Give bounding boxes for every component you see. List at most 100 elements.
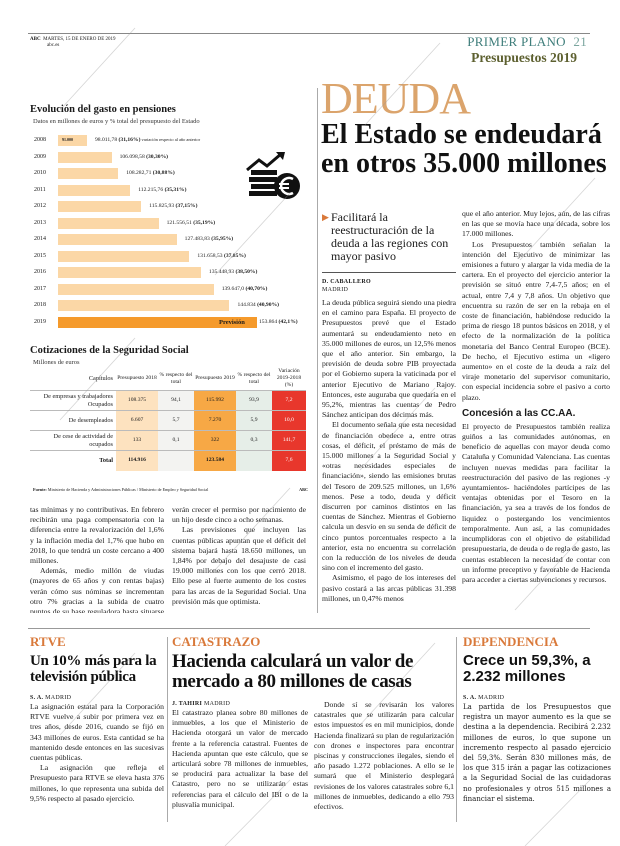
rtve-headline: Un 10% más para la televisión pública <box>30 653 157 685</box>
source-text: Ministerio de Hacienda y Administracione… <box>47 487 209 492</box>
catastro-col-1-wrap: J. TAHIRI MADRID El catastrazo planea so… <box>172 700 308 822</box>
dependencia-section: DEPENDENCIA <box>463 634 559 649</box>
column-divider <box>317 88 318 613</box>
catastro-columns: J. TAHIRI MADRID El catastrazo planea so… <box>172 700 454 822</box>
paragraph: Las previsiones que incluyen las cuentas… <box>172 525 306 606</box>
crosshead: Concesión a las CC.AA. <box>462 407 576 419</box>
dependencia-body: La partida de los Presupuestos que regis… <box>463 702 611 822</box>
author: J. TAHIRI <box>172 701 203 707</box>
pension-chart: 2008 91.000 98.011,78 (31,16%) variación r… <box>0 0 310 340</box>
table-cell: De cese de actividad de ocupados <box>30 430 116 451</box>
dependencia-headline: Crece un 59,3%, a 2.232 millones <box>463 652 591 685</box>
value-label: 131.658,53 (37,85%) <box>197 252 246 259</box>
subhead-text: Facilitará la reestructuración de la deu… <box>331 211 449 263</box>
paragraph: Donde sí se revisarán los valores catast… <box>314 700 454 812</box>
rtve-section: RTVE <box>30 634 66 649</box>
table-cell: 10,0 <box>272 410 306 431</box>
chart-subtitle: Datos en millones de euros y % total del… <box>33 118 200 125</box>
table-row: De desempleados 6.607 5,7 7.270 5,9 10,0 <box>30 410 306 431</box>
year-label: 2012 <box>34 203 46 209</box>
bar-2015 <box>58 250 190 262</box>
table-cell: Total <box>30 450 116 471</box>
paragraph: tas mínimas y no contributivas. En febre… <box>30 505 164 566</box>
table-cell: 0,1 <box>158 430 194 451</box>
pct-label: (37,85%) <box>223 252 246 259</box>
table-title: Cotizaciones de la Seguridad Social <box>30 345 189 356</box>
annotation: variación respecto al año anterior <box>140 137 201 142</box>
year-label: 2015 <box>34 252 46 259</box>
table-cell <box>236 450 272 471</box>
catastro-section: CATASTRAZO <box>172 634 261 649</box>
value-label: 106.098,58 (30,30%) <box>119 153 169 160</box>
table-cell: 5,7 <box>158 410 194 431</box>
headline: El Estado se endeudará en otros 35.000 m… <box>321 119 607 179</box>
bar-2008 <box>58 135 87 146</box>
value-label: 127.483,83 (35,95%) <box>184 236 234 242</box>
paragraph: La asignación estatal para la Corporació… <box>30 702 164 763</box>
main-col-2: que el año anterior. Muy lejos, aún, de … <box>462 209 610 613</box>
column-divider <box>456 637 457 822</box>
table-cell: 108.375 <box>116 390 158 411</box>
table-cell: 114.916 <box>116 450 158 471</box>
year-label: 2018 <box>34 302 46 308</box>
table-cell: 6.607 <box>116 410 158 431</box>
paragraph: El proyecto de Presupuestos también real… <box>462 421 610 584</box>
page-number: 21 <box>573 34 587 49</box>
pensions-col-1: tas mínimas y no contributivas. En febre… <box>30 505 164 613</box>
paragraph: La asignación que refleja el Presupuesto… <box>30 763 164 803</box>
value-label: 153.864 (42,1%) <box>258 318 298 325</box>
catastro-col-1: El catastrazo planea sobre 80 millones d… <box>172 708 308 822</box>
date: MARTES, 15 DE ENERO DE 2019 <box>43 37 116 42</box>
paragraph: El catastrazo planea sobre 80 millones d… <box>172 708 308 809</box>
bar-2014 <box>58 234 177 245</box>
table-cell: 0,3 <box>236 430 272 451</box>
table-row: De cese de actividad de ocupados 133 0,1 32… <box>30 430 306 451</box>
year-label: 2011 <box>34 186 46 193</box>
first-bar-label: 91.000 <box>62 137 73 142</box>
column-divider <box>167 637 168 822</box>
section-header: PRIMER PLANO 21 <box>467 35 587 49</box>
byline-rule <box>322 272 456 273</box>
bar-2016 <box>58 267 201 278</box>
table-cell: 5,9 <box>236 410 272 431</box>
catastro-col-2: Donde sí se revisarán los valores catast… <box>314 700 454 822</box>
place: MADRID <box>322 287 349 293</box>
table-cell: 322 <box>194 430 236 451</box>
header-variacion: Variación 2019-2018 (%) <box>276 368 302 388</box>
value-label: 108.282,71 (30,88%) <box>126 170 175 176</box>
dependencia-article: DEPENDENCIA Crece un 59,3%, a 2.232 mill… <box>463 634 611 822</box>
pct-label: (40,70%) <box>245 285 268 292</box>
table-cell: 115.992 <box>194 390 236 411</box>
pct-label: (42,1%) <box>278 318 298 325</box>
main-heading: DEUDA El Estado se endeudará en otros 35… <box>321 78 613 208</box>
year-label: 2010 <box>34 170 46 176</box>
year-label: 2019 <box>34 318 46 325</box>
value-label: 121.556,51 (35,19%) <box>166 219 216 226</box>
pensions-col-2: verán crecer el permiso por nacimiento d… <box>172 505 306 613</box>
main-col-1: La deuda pública seguirá siendo una pied… <box>322 298 456 613</box>
author: S. A. <box>30 695 44 701</box>
pct-label: (35,95%) <box>211 236 234 242</box>
header-pct-2018: % respecto del total <box>159 371 193 385</box>
bar-2013 <box>58 217 159 229</box>
year-label: 2014 <box>34 236 46 242</box>
table-cell: 123.584 <box>194 450 236 471</box>
paragraph: Asimismo, el pago de los intereses del p… <box>322 573 456 603</box>
bar-2010 <box>58 168 119 179</box>
kicker: DEUDA <box>321 78 471 123</box>
year-label: 2016 <box>34 269 46 275</box>
table-cell: De desempleados <box>30 410 116 431</box>
year-label: 2008 <box>34 137 46 143</box>
byline: D. CABALLERO MADRID <box>322 278 456 294</box>
year-label: 2017 <box>34 285 46 292</box>
table-cell: 141,7 <box>272 430 306 451</box>
paragraph: que el año anterior. Muy lejos, aún, de … <box>462 209 610 239</box>
pct-label: (30,30%) <box>146 153 169 160</box>
bar-2017 <box>58 283 214 295</box>
table-cell: 133 <box>116 430 158 451</box>
author: S. A. <box>463 695 477 701</box>
dependencia-byline: S. A. MADRID <box>463 694 611 702</box>
paragraph: verán crecer el permiso por nacimiento d… <box>172 505 306 525</box>
bar-2018 <box>58 300 230 311</box>
catastro-headline: Hacienda calculará un valor de mercado a… <box>172 651 413 692</box>
